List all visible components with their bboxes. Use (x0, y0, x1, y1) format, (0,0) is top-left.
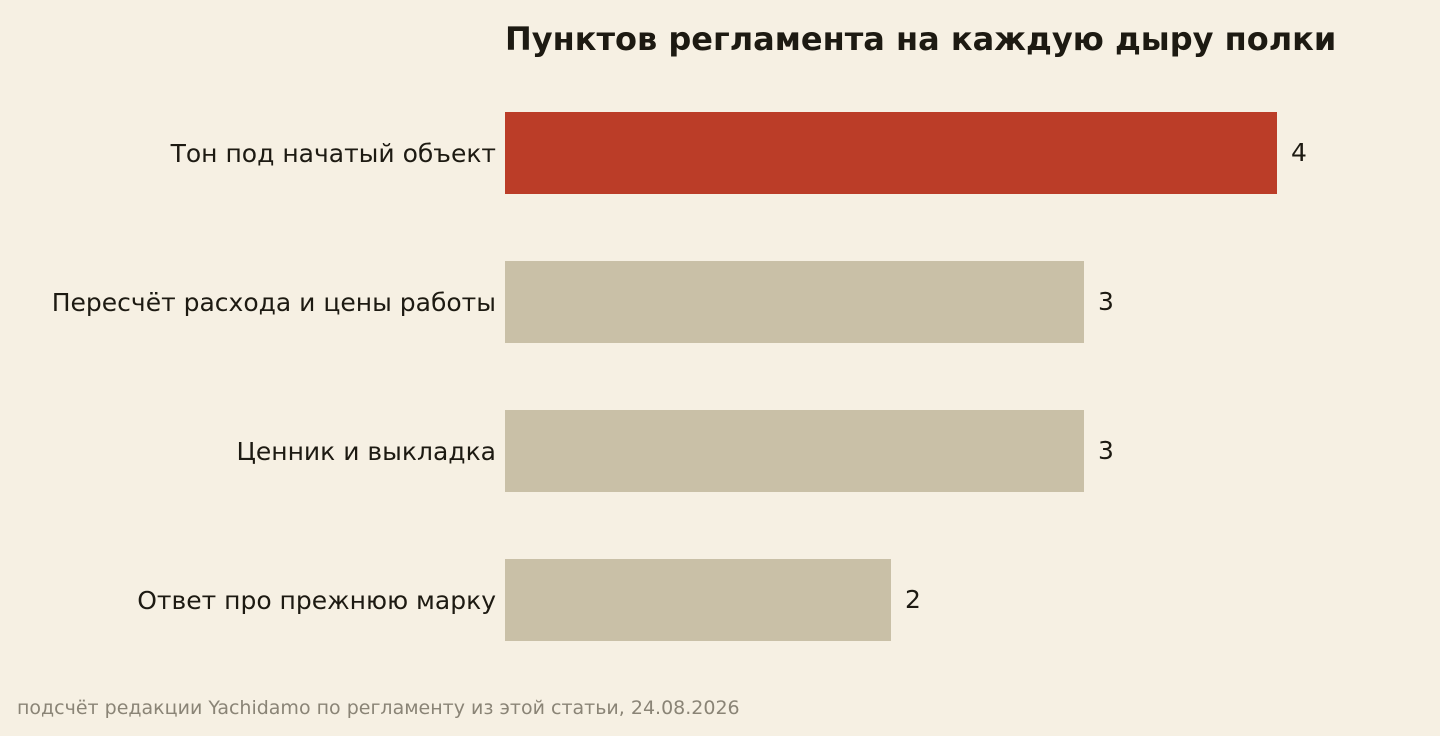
category-label-3: Ценник и выкладка (236, 437, 496, 466)
bar-3 (505, 410, 1084, 492)
value-label-1: 4 (1291, 138, 1307, 167)
category-label-2: Пересчёт расхода и цены работы (52, 288, 496, 317)
value-label-3: 3 (1098, 436, 1114, 465)
bar-4 (505, 559, 891, 641)
category-label-4: Ответ про прежнюю марку (137, 586, 496, 615)
chart-title: Пунктов регламента на каждую дыру полки (505, 20, 1337, 58)
bar-1 (505, 112, 1277, 194)
value-label-2: 3 (1098, 287, 1114, 316)
category-label-1: Тон под начатый объект (170, 139, 496, 168)
source-note: подсчёт редакции Yachidamo по регламенту… (17, 697, 740, 719)
value-label-4: 2 (905, 585, 921, 614)
bar-2 (505, 261, 1084, 343)
bars-layer: Тон под начатый объект 4 Пересчёт расхода … (52, 112, 1307, 641)
